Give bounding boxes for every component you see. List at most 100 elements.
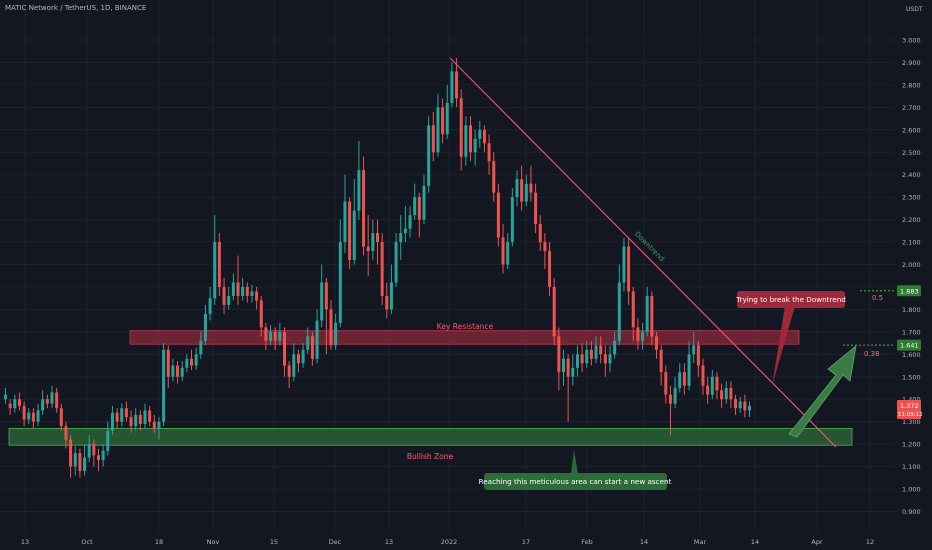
y-tick-label: 2.000 <box>902 261 921 269</box>
candle-body <box>450 71 454 103</box>
x-tick-label: 13 <box>21 538 29 546</box>
candle-body <box>41 399 45 411</box>
candle-body <box>687 354 691 386</box>
candle-body <box>73 453 77 467</box>
y-tick-label: 2.700 <box>902 104 921 112</box>
candle-body <box>45 399 49 404</box>
candle-body <box>701 365 705 386</box>
candle-body <box>720 390 724 400</box>
candle-body <box>641 331 645 341</box>
callout-pointer <box>772 306 795 386</box>
price-tag <box>897 285 921 297</box>
candle-body <box>17 399 21 406</box>
x-tick-label: 13 <box>385 538 393 546</box>
candle-body <box>213 242 217 299</box>
price-tag-value: 1.372 <box>900 402 919 410</box>
x-tick-label: 2022 <box>441 538 458 546</box>
candle-body <box>185 358 189 368</box>
candle-body <box>710 376 714 395</box>
fib-label-0-38: 0.38 <box>864 350 880 358</box>
candle-body <box>366 246 370 252</box>
candle-body <box>157 421 161 429</box>
price-tag-timer: 11:05:12 <box>898 412 923 418</box>
candle-body <box>8 403 12 409</box>
candle-body <box>668 394 672 404</box>
candle-body <box>129 417 133 427</box>
candle-body <box>301 349 305 364</box>
y-tick-label: 1.000 <box>902 486 921 494</box>
candle-body <box>101 450 105 460</box>
bullish-callout-text: Reaching this meticulous area can start … <box>479 477 672 486</box>
currency-label: USDT <box>906 6 923 13</box>
y-tick-label: 1.300 <box>902 418 921 426</box>
candle-body <box>557 336 561 373</box>
bullish-callout-bubble <box>484 473 667 490</box>
candle-body <box>608 354 612 364</box>
ascent-arrow <box>788 345 857 438</box>
x-tick-label: Feb <box>581 538 593 546</box>
candle-body <box>227 295 231 305</box>
candle-body <box>176 365 180 377</box>
y-tick-label: 2.300 <box>902 194 921 202</box>
candle-body <box>543 242 547 252</box>
candle-body <box>278 331 282 341</box>
candle-body <box>83 457 87 472</box>
candle-body <box>27 412 31 420</box>
candle-body <box>292 354 296 377</box>
candle-body <box>650 295 654 337</box>
candle-body <box>255 291 259 301</box>
candle-body <box>622 246 626 283</box>
x-tick-label: 18 <box>155 538 163 546</box>
downtrend-line <box>449 57 837 448</box>
candle-body <box>496 192 500 238</box>
candle-body <box>259 300 263 328</box>
candle-body <box>106 430 110 451</box>
candle-body <box>413 197 417 216</box>
candle-body <box>403 228 407 234</box>
candle-body <box>445 102 449 135</box>
candle-body <box>22 405 26 420</box>
candle-body <box>287 365 291 377</box>
candle-body <box>283 331 286 366</box>
candle-body <box>566 358 570 377</box>
candle-body <box>613 340 617 355</box>
candle-body <box>110 412 114 431</box>
candle-body <box>389 282 393 310</box>
candle-body <box>575 354 579 368</box>
candle-body <box>296 354 300 364</box>
candle-body <box>492 161 496 193</box>
candle-body <box>320 282 324 321</box>
candle-body <box>166 349 170 377</box>
candle-body <box>306 336 310 350</box>
candle-body <box>464 125 468 157</box>
candle-body <box>743 401 747 411</box>
candle-body <box>92 444 96 456</box>
candle-body <box>69 439 73 467</box>
candle-body <box>501 237 505 265</box>
candle-body <box>580 354 584 364</box>
candle-body <box>310 336 314 359</box>
candle-body <box>329 309 333 346</box>
candle-body <box>124 408 128 418</box>
candle-body <box>636 327 640 341</box>
y-tick-label: 1.700 <box>902 328 921 336</box>
y-tick-label: 2.200 <box>902 216 921 224</box>
candle-body <box>152 421 156 429</box>
candle-body <box>31 412 35 422</box>
x-tick-label: 14 <box>751 538 759 546</box>
candle-body <box>180 367 184 377</box>
candle-body <box>385 295 389 310</box>
candle-body <box>120 408 124 422</box>
candle-body <box>208 298 212 314</box>
x-tick-label: Mar <box>694 538 707 546</box>
price-tag <box>897 339 921 351</box>
y-tick-label: 1.800 <box>902 306 921 314</box>
candle-body <box>59 408 63 427</box>
candle-body <box>162 349 166 422</box>
candle-body <box>431 125 435 153</box>
candle-body <box>241 286 245 296</box>
candle-body <box>199 340 203 355</box>
candle-body <box>562 358 565 373</box>
candle-body <box>627 246 631 292</box>
